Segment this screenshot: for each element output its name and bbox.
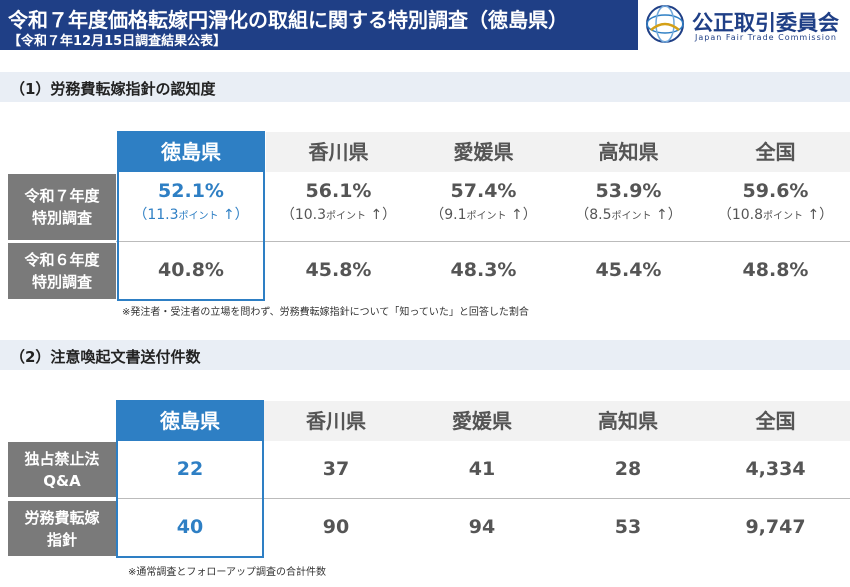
up-arrow-icon: ↑ (655, 207, 668, 223)
s2-col-national: 全国 (701, 401, 850, 441)
s2-row-head-qa: 独占禁止法 Q&A (8, 442, 116, 497)
s1-divider (116, 241, 850, 242)
s2-row-head-guideline: 労務費転嫁 指針 (8, 501, 116, 556)
s1-note: ※発注者・受注者の立場を問わず、労務費転嫁指針について「知っていた」と回答した割… (122, 307, 529, 318)
s2-col-tokushima: 徳島県 (117, 401, 263, 441)
s1-r7-kagawa: 56.1% （10.3ポイント ↑） (266, 180, 411, 224)
paren-open: （ (575, 207, 590, 223)
change-num: 10.8 (731, 207, 763, 223)
s1-highlight-frame (117, 131, 265, 301)
change-num: 11.3 (147, 207, 179, 223)
s1-row-r7-line2: 特別調査 (31, 209, 92, 227)
up-arrow-icon: ↑ (222, 207, 235, 223)
s1-col-national: 全国 (701, 132, 850, 172)
s1-r6-tokushima: 40.8% (158, 259, 224, 281)
s2-divider (116, 498, 850, 499)
s1-r7-ehime-value: 57.4% (450, 180, 517, 202)
paren-open: （ (280, 207, 295, 223)
s1-r7-kochi-change: （8.5ポイント ↑） (556, 204, 701, 224)
header-banner: 令和７年度価格転嫁円滑化の取組に関する特別調査（徳島県） 【令和７年12月15日… (0, 0, 638, 50)
s2-qa-tokushima: 22 (176, 458, 204, 480)
change-num: 9.1 (444, 207, 467, 223)
s1-r6-ehime: 48.3% (450, 259, 517, 281)
jftc-logo: 公正取引委員会 Japan Fair Trade Commission (645, 4, 845, 48)
change-unit: ポイント (611, 211, 652, 222)
s1-r7-kochi: 53.9% （8.5ポイント ↑） (556, 180, 701, 224)
s1-r6-national: 48.8% (742, 259, 809, 281)
s1-row-r6-line2: 特別調査 (31, 273, 92, 291)
s2-qa-ehime: 41 (468, 458, 496, 480)
s1-col-tokushima: 徳島県 (118, 132, 264, 172)
paren-open: （ (430, 207, 445, 223)
s2-row-guideline-line2: 指針 (46, 530, 77, 549)
s2-highlight-frame (116, 400, 264, 558)
up-arrow-icon: ↑ (510, 207, 523, 223)
s1-r7-national: 59.6% （10.8ポイント ↑） (701, 180, 850, 224)
s1-col-kagawa: 香川県 (266, 132, 411, 172)
jftc-emblem-icon (646, 5, 684, 43)
s2-note: ※通常調査とフォローアップ調査の合計件数 (128, 567, 326, 578)
s1-r7-kagawa-change: （10.3ポイント ↑） (266, 204, 411, 224)
s2-qa-kochi: 28 (614, 458, 642, 480)
s2-col-ehime: 愛媛県 (409, 401, 555, 441)
s1-r7-tokushima-change: （11.3ポイント ↑） (118, 204, 264, 224)
s1-r6-kochi: 45.4% (595, 259, 662, 281)
s1-col-ehime: 愛媛県 (411, 132, 556, 172)
paren-close: ） (667, 207, 682, 223)
s1-row-head-r6: 令和６年度 特別調査 (8, 243, 116, 299)
s2-col-kagawa: 香川県 (263, 401, 409, 441)
logo-name: 公正取引委員会 (692, 11, 839, 35)
s2-row-qa-line2: Q&A (43, 471, 81, 490)
s1-r7-ehime-change: （9.1ポイント ↑） (411, 204, 556, 224)
change-unit: ポイント (178, 211, 219, 222)
s2-guideline-national: 9,747 (745, 516, 806, 538)
change-unit: ポイント (466, 211, 507, 222)
s2-qa-national: 4,334 (745, 458, 806, 480)
section1-title: （1）労務費転嫁指針の認知度 (10, 80, 216, 98)
s1-r7-ehime: 57.4% （9.1ポイント ↑） (411, 180, 556, 224)
s1-col-kochi: 高知県 (556, 132, 701, 172)
s1-row-head-r7: 令和７年度 特別調査 (8, 174, 116, 240)
page-subtitle: 【令和７年12月15日調査結果公表】 (8, 34, 227, 49)
s2-row-guideline-line1: 労務費転嫁 (24, 508, 100, 527)
s1-r7-kochi-value: 53.9% (595, 180, 662, 202)
paren-close: ） (819, 207, 834, 223)
section2-bar: （2）注意喚起文書送付件数 (0, 340, 850, 370)
paren-open: （ (717, 207, 732, 223)
s2-guideline-kagawa: 90 (322, 516, 350, 538)
page-title: 令和７年度価格転嫁円滑化の取組に関する特別調査（徳島県） (8, 8, 568, 32)
s1-row-r6-line1: 令和６年度 (24, 251, 100, 269)
up-arrow-icon: ↑ (807, 207, 820, 223)
s2-row-qa-line1: 独占禁止法 (24, 449, 100, 468)
paren-close: ） (382, 207, 397, 223)
s2-guideline-tokushima: 40 (176, 516, 204, 538)
s2-col-kochi: 高知県 (555, 401, 701, 441)
s2-guideline-ehime: 94 (468, 516, 496, 538)
s1-r6-kagawa: 45.8% (305, 259, 372, 281)
s1-r7-kagawa-value: 56.1% (305, 180, 372, 202)
paren-close: ） (522, 207, 537, 223)
change-unit: ポイント (325, 211, 366, 222)
s1-row-r7-line1: 令和７年度 (24, 187, 100, 205)
section1-bar: （1）労務費転嫁指針の認知度 (0, 72, 850, 102)
change-num: 10.3 (294, 207, 326, 223)
logo-english: Japan Fair Trade Commission (695, 33, 837, 42)
paren-open: （ (133, 207, 148, 223)
change-unit: ポイント (762, 211, 803, 222)
s2-qa-kagawa: 37 (322, 458, 350, 480)
s2-guideline-kochi: 53 (614, 516, 642, 538)
change-num: 8.5 (589, 207, 612, 223)
s1-r7-tokushima: 52.1% （11.3ポイント ↑） (118, 180, 264, 224)
section2-title: （2）注意喚起文書送付件数 (10, 348, 201, 366)
s1-r7-national-value: 59.6% (742, 180, 809, 202)
s1-r7-tokushima-value: 52.1% (158, 180, 224, 202)
s1-r7-national-change: （10.8ポイント ↑） (701, 204, 850, 224)
up-arrow-icon: ↑ (370, 207, 383, 223)
paren-close: ） (234, 207, 249, 223)
